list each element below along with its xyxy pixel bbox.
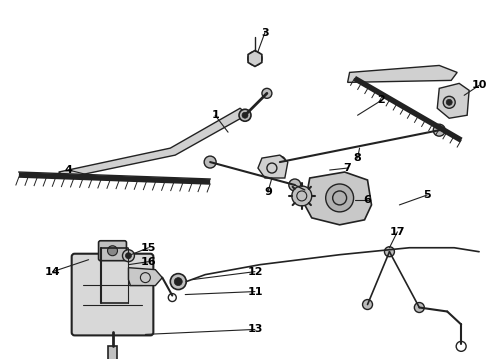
Text: 13: 13	[247, 324, 263, 334]
Circle shape	[443, 96, 455, 108]
Circle shape	[326, 184, 354, 212]
Text: 8: 8	[354, 153, 362, 163]
Text: 5: 5	[423, 190, 431, 200]
Circle shape	[385, 247, 394, 257]
Circle shape	[107, 246, 118, 256]
Circle shape	[363, 300, 372, 310]
Circle shape	[274, 156, 286, 168]
Text: 10: 10	[471, 80, 487, 90]
Circle shape	[446, 99, 452, 105]
Circle shape	[204, 156, 216, 168]
Circle shape	[262, 88, 272, 98]
Polygon shape	[437, 84, 469, 118]
Text: 3: 3	[261, 28, 269, 37]
Text: 12: 12	[247, 267, 263, 276]
Text: 7: 7	[343, 163, 351, 173]
Circle shape	[171, 274, 186, 289]
Polygon shape	[128, 268, 162, 285]
Text: 1: 1	[211, 110, 219, 120]
FancyBboxPatch shape	[98, 241, 126, 261]
Circle shape	[239, 109, 251, 121]
FancyBboxPatch shape	[72, 254, 153, 336]
Text: 17: 17	[390, 227, 405, 237]
Text: 11: 11	[247, 287, 263, 297]
Polygon shape	[258, 155, 288, 178]
Circle shape	[242, 112, 248, 118]
Polygon shape	[305, 172, 371, 225]
Text: 14: 14	[45, 267, 61, 276]
Circle shape	[174, 278, 182, 285]
Circle shape	[433, 124, 445, 136]
Circle shape	[125, 253, 131, 259]
Polygon shape	[347, 66, 457, 82]
Circle shape	[251, 55, 258, 62]
Circle shape	[415, 302, 424, 312]
Text: 4: 4	[65, 165, 73, 175]
Circle shape	[292, 186, 312, 206]
Text: 15: 15	[141, 243, 156, 253]
Circle shape	[289, 179, 301, 191]
Bar	[107, 346, 118, 360]
Circle shape	[122, 250, 134, 262]
Text: 9: 9	[264, 187, 272, 197]
Text: 6: 6	[364, 195, 371, 205]
Polygon shape	[59, 108, 248, 178]
Text: 16: 16	[141, 257, 156, 267]
Text: 2: 2	[378, 95, 385, 105]
